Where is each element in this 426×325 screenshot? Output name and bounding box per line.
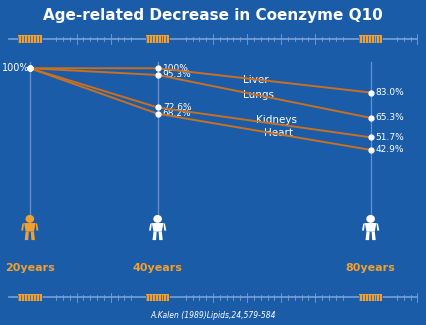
Ellipse shape xyxy=(153,215,162,223)
Polygon shape xyxy=(149,223,152,231)
Polygon shape xyxy=(31,231,35,240)
Polygon shape xyxy=(152,223,164,231)
Text: 20years: 20years xyxy=(5,263,55,273)
Text: 40years: 40years xyxy=(132,263,183,273)
Text: Lungs: Lungs xyxy=(243,90,274,100)
FancyBboxPatch shape xyxy=(146,35,169,43)
Polygon shape xyxy=(371,231,376,240)
Text: Age-related Decrease in Coenzyme Q10: Age-related Decrease in Coenzyme Q10 xyxy=(43,8,383,23)
Polygon shape xyxy=(362,223,365,231)
Text: 51.7%: 51.7% xyxy=(376,133,404,142)
Ellipse shape xyxy=(366,215,375,223)
Text: 83.0%: 83.0% xyxy=(376,88,404,97)
Text: 72.6%: 72.6% xyxy=(163,103,191,112)
Text: 65.3%: 65.3% xyxy=(376,113,404,123)
Ellipse shape xyxy=(26,215,34,223)
Text: A.Kalen (1989)Lipids,24,579-584: A.Kalen (1989)Lipids,24,579-584 xyxy=(150,311,276,320)
Polygon shape xyxy=(158,231,163,240)
Polygon shape xyxy=(25,231,29,240)
Polygon shape xyxy=(365,223,377,231)
FancyBboxPatch shape xyxy=(18,35,42,43)
Polygon shape xyxy=(36,223,38,231)
FancyBboxPatch shape xyxy=(359,294,383,301)
Polygon shape xyxy=(366,231,370,240)
Text: 100%: 100% xyxy=(163,64,189,73)
Text: 80years: 80years xyxy=(346,263,395,273)
Text: 100%: 100% xyxy=(2,63,30,73)
Text: 42.9%: 42.9% xyxy=(376,145,404,154)
Polygon shape xyxy=(153,231,157,240)
Text: 95.3%: 95.3% xyxy=(163,71,191,80)
FancyBboxPatch shape xyxy=(18,294,42,301)
Text: Kidneys: Kidneys xyxy=(256,115,296,125)
FancyBboxPatch shape xyxy=(359,35,383,43)
Text: Heart: Heart xyxy=(264,128,293,137)
Polygon shape xyxy=(24,223,36,231)
Polygon shape xyxy=(21,223,24,231)
Text: Liver: Liver xyxy=(243,75,268,85)
FancyBboxPatch shape xyxy=(146,294,169,301)
Text: 68.2%: 68.2% xyxy=(163,109,191,118)
Polygon shape xyxy=(164,223,166,231)
Polygon shape xyxy=(377,223,379,231)
